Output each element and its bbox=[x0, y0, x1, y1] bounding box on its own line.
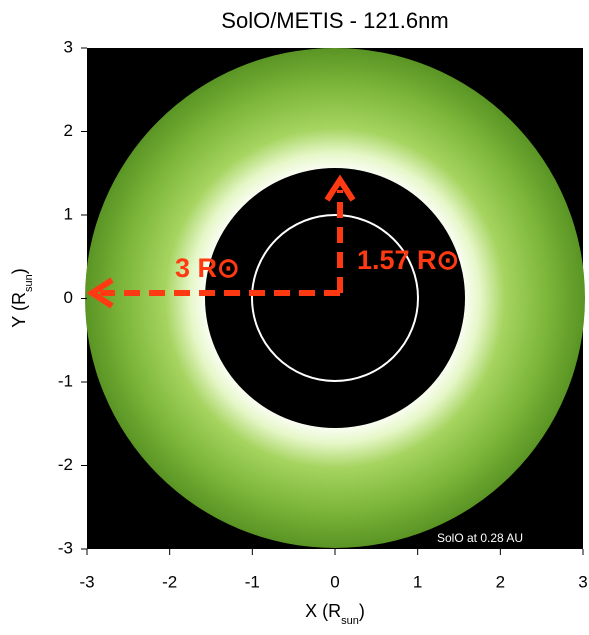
y-tick-label: -3 bbox=[58, 538, 73, 557]
x-tick-label: -3 bbox=[79, 572, 94, 591]
annotation: SolO at 0.28 AU bbox=[437, 531, 523, 545]
x-axis-label: X (Rsun) bbox=[305, 601, 365, 627]
x-tick-label: 3 bbox=[578, 572, 587, 591]
x-tick-label: 1 bbox=[413, 572, 422, 591]
label-part: X (R bbox=[305, 601, 341, 621]
y-tick-label: -2 bbox=[58, 455, 73, 474]
label-sub: sun bbox=[341, 615, 359, 627]
annotation: 1.57 R⊙ bbox=[357, 245, 459, 275]
label-part: Y (R bbox=[9, 292, 29, 328]
x-tick-label: -1 bbox=[245, 572, 260, 591]
arrows bbox=[86, 174, 356, 309]
x-tick-label: 2 bbox=[496, 572, 505, 591]
x-tick-label: -2 bbox=[162, 572, 177, 591]
label-part: ) bbox=[9, 268, 29, 274]
y-axis-label: Y (Rsun) bbox=[9, 268, 35, 327]
label-sub: sun bbox=[23, 274, 35, 292]
annotation: 3 R⊙ bbox=[175, 253, 240, 283]
y-tick-label: 2 bbox=[64, 121, 73, 140]
sun-limb bbox=[251, 214, 419, 382]
arrow-head bbox=[324, 174, 356, 202]
arrow-head bbox=[86, 277, 114, 309]
chart-title: SolO/METIS - 121.6nm bbox=[221, 8, 448, 33]
y-tick-label: 3 bbox=[64, 37, 73, 56]
x-tick-label: 0 bbox=[330, 572, 339, 591]
plot-image bbox=[85, 48, 585, 549]
y-tick-label: 1 bbox=[64, 204, 73, 223]
y-tick-label: -1 bbox=[58, 371, 73, 390]
y-tick-label: 0 bbox=[64, 288, 73, 307]
occulter bbox=[205, 168, 465, 428]
label-part: ) bbox=[359, 601, 365, 621]
